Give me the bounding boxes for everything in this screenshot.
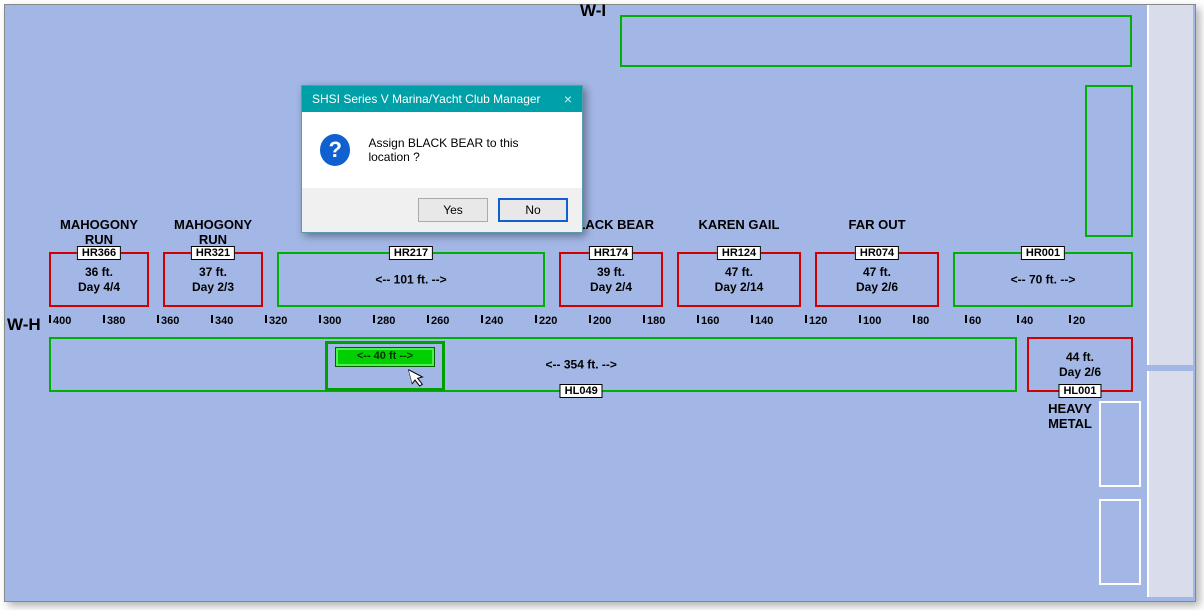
slip-tag: HR124 <box>717 246 761 260</box>
tick: 360 <box>157 315 179 323</box>
tick: 20 <box>1069 315 1085 323</box>
drag-boat[interactable]: <-- 40 ft --> <box>335 347 435 367</box>
dialog-message: Assign BLACK BEAR to this location ? <box>368 136 562 164</box>
slip-body: <-- 101 ft. --> <box>375 272 446 287</box>
slip-tag: HL001 <box>1058 384 1101 398</box>
slip[interactable]: 44 ft.Day 2/6HL001 <box>1027 337 1133 392</box>
dock-label-wi: W-I <box>580 1 606 21</box>
tick: 40 <box>1017 315 1033 323</box>
boat-name: KAREN GAIL <box>677 218 801 233</box>
tick: 380 <box>103 315 125 323</box>
slip-body: 47 ft.Day 2/14 <box>715 265 764 295</box>
side-panel <box>1147 5 1193 365</box>
slip-body: 47 ft.Day 2/6 <box>856 265 898 295</box>
slip-tag: HR174 <box>589 246 633 260</box>
slip-wi[interactable] <box>620 15 1132 67</box>
tick: 100 <box>859 315 881 323</box>
close-icon[interactable]: × <box>564 91 572 107</box>
slip-body: 37 ft.Day 2/3 <box>192 265 234 295</box>
slip[interactable]: HR32137 ft.Day 2/3 <box>163 252 263 307</box>
slip-tag: HR001 <box>1021 246 1065 260</box>
side-panel <box>1147 371 1193 597</box>
slip[interactable]: HR36636 ft.Day 4/4 <box>49 252 149 307</box>
slip[interactable]: HR001<-- 70 ft. --> <box>953 252 1133 307</box>
tick: 200 <box>589 315 611 323</box>
tick: 260 <box>427 315 449 323</box>
side-slot[interactable] <box>1099 401 1141 487</box>
tick: 340 <box>211 315 233 323</box>
slip-body: 44 ft.Day 2/6 <box>1059 350 1101 380</box>
slip-tag: HL049 <box>560 384 603 398</box>
slip-tag: HR366 <box>77 246 121 260</box>
tick: 220 <box>535 315 557 323</box>
slip[interactable]: HR12447 ft.Day 2/14 <box>677 252 801 307</box>
boat-name: MAHOGONYRUN <box>163 218 263 248</box>
slip[interactable]: HR217<-- 101 ft. --> <box>277 252 545 307</box>
tick: 120 <box>805 315 827 323</box>
marina-canvas[interactable]: W-I W-H L L MAHOGONYRUNHR36636 ft.Day 4/… <box>4 4 1196 602</box>
tick: 80 <box>913 315 929 323</box>
tick: 140 <box>751 315 773 323</box>
slip[interactable]: HR07447 ft.Day 2/6 <box>815 252 939 307</box>
side-slot[interactable] <box>1099 499 1141 585</box>
slip-body: 36 ft.Day 4/4 <box>78 265 120 295</box>
dialog-title: SHSI Series V Marina/Yacht Club Manager <box>312 92 541 106</box>
confirm-dialog: SHSI Series V Marina/Yacht Club Manager … <box>301 85 583 233</box>
tick: 240 <box>481 315 503 323</box>
slip-tag: HR074 <box>855 246 899 260</box>
slip-vert[interactable] <box>1085 85 1133 237</box>
no-button[interactable]: No <box>498 198 568 222</box>
slip-open[interactable]: <-- 354 ft. -->HL049 <box>49 337 1017 392</box>
slip-body: <-- 354 ft. --> <box>546 357 617 372</box>
question-icon: ? <box>320 134 350 166</box>
tick: 300 <box>319 315 341 323</box>
ruler: 400 380 360 340 320 300 280 260 240 220 200 180 160 1… <box>5 315 1145 335</box>
slip[interactable]: HR17439 ft.Day 2/4 <box>559 252 663 307</box>
boat-name: FAR OUT <box>815 218 939 233</box>
slip-tag: HR217 <box>389 246 433 260</box>
tick: 60 <box>965 315 981 323</box>
dialog-titlebar[interactable]: SHSI Series V Marina/Yacht Club Manager … <box>302 86 582 112</box>
tick: 320 <box>265 315 287 323</box>
slip-body: 39 ft.Day 2/4 <box>590 265 632 295</box>
tick: 280 <box>373 315 395 323</box>
tick: 180 <box>643 315 665 323</box>
tick: 160 <box>697 315 719 323</box>
yes-button[interactable]: Yes <box>418 198 488 222</box>
slip-body: <-- 70 ft. --> <box>1011 272 1076 287</box>
slip-tag: HR321 <box>191 246 235 260</box>
tick: 400 <box>49 315 71 323</box>
boat-name: MAHOGONYRUN <box>49 218 149 248</box>
